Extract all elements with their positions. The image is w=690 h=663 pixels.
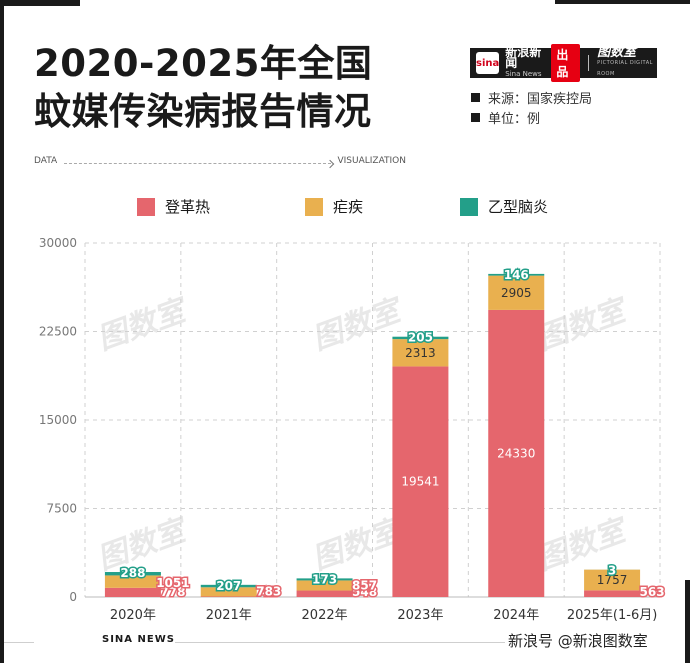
data-label-malaria-2: 857 [352,579,377,593]
data-label-malaria-5: 1757 [597,573,628,587]
legend-swatch-je [460,197,478,216]
unit-note: 单位：例 [471,108,540,127]
brand-banner: sina 新浪新闻 Sina News 出品 图数室 PICTORIAL DIG… [470,44,657,82]
legend-label-malaria: 疟疾 [333,198,364,216]
bar-dengue-3 [392,366,449,597]
x-tick-label-1: 2021年 [206,608,252,623]
data-label-dengue-3: 19541 [401,475,439,489]
chart-title: 2020-2025年全国 蚊媒传染病报告情况 [34,40,372,136]
bar-malaria-2 [296,580,353,591]
dashed-arrow-rule [64,163,331,164]
bar-je-4 [488,273,545,276]
brand-tushishi: 图数室 PICTORIAL DIGITAL ROOM [597,44,657,80]
bar-je-0 [104,572,161,576]
data-label-dengue-2: 548 [352,585,377,599]
data-label-malaria-1: 783 [256,585,281,599]
y-tick-label-1: 7500 [46,502,77,516]
sina-logo-icon: sina [476,52,500,74]
data-label-je-2: 173 [312,572,337,586]
legend-item-je: 乙型脑炎 [460,196,548,217]
bar-malaria-1 [200,587,257,597]
unit-bullet-icon [471,113,480,122]
brand-produced-badge: 出品 [551,44,581,82]
brand-sina: 新浪新闻 Sina News [505,44,543,80]
x-tick-label-4: 2024年 [493,608,539,623]
data-label-je-3: 205 [408,331,433,345]
brand-tushishi-name: 图数室 [597,44,637,60]
data-label-dengue-1: 41 [260,585,277,599]
footer-weibo-handle: 新浪号 @新浪图数室 [508,632,648,650]
data-label-malaria-3: 2313 [405,346,436,360]
x-tick-label-3: 2023年 [397,608,443,623]
bar-je-3 [392,336,449,340]
legend-label-dengue: 登革热 [165,198,211,216]
bar-dengue-5 [584,590,641,597]
legend-label-je: 乙型脑炎 [488,198,549,216]
y-tick-label-4: 30000 [39,236,77,250]
data-label: DATA [34,156,58,166]
footer-sina-news: SINA NEWS [102,634,175,645]
source-text: 来源：国家疾控局 [488,92,593,107]
footer-rule-left [4,642,34,643]
footer-rule-right [175,642,505,643]
data-label-dengue-5: 563 [640,585,665,599]
data-label-dengue-4: 24330 [497,446,535,460]
bar-malaria-5 [584,569,641,591]
bar-malaria-0 [104,575,161,588]
legend-swatch-malaria [305,197,323,216]
bar-je-1 [200,584,257,588]
data-label-je-1: 207 [216,579,241,593]
brand-tushishi-en: PICTORIAL DIGITAL ROOM [597,59,653,77]
data-label-je-4: 146 [504,268,529,282]
unit-text: 单位：例 [488,112,541,127]
data-label-je-0: 288 [120,566,145,580]
frame-accent-top [0,0,80,6]
frame-accent-left [0,0,4,663]
legend-item-malaria: 疟疾 [305,196,363,217]
bar-dengue-2 [296,590,353,597]
frame-accent-top-right [555,0,690,4]
y-tick-label-3: 22500 [39,325,77,339]
y-tick-label-0: 0 [69,590,77,604]
x-tick-label-2: 2022年 [302,608,348,623]
bar-dengue-4 [488,309,545,597]
chart-legend: 登革热 疟疾 乙型脑炎 [0,196,690,216]
title-line-1: 2020-2025年全国 [34,42,373,85]
source-note: 来源：国家疾控局 [471,88,592,107]
brand-sina-name: 新浪新闻 [505,44,542,70]
data-label-malaria-0: 1051 [156,576,189,590]
data-visualization-rule: DATA VISUALIZATION [34,156,406,170]
bar-dengue-0 [104,587,161,597]
bar-malaria-4 [488,275,545,310]
brand-divider [588,55,590,71]
frame-accent-right [685,580,690,663]
title-line-2: 蚊媒传染病报告情况 [34,90,372,133]
data-label-dengue-0: 778 [160,585,185,599]
y-tick-label-2: 15000 [39,413,77,427]
data-label-je-5: 3 [608,564,616,578]
source-bullet-icon [471,93,480,102]
legend-item-dengue: 登革热 [137,196,210,217]
x-tick-label-5: 2025年(1-6月) [567,608,657,623]
legend-swatch-dengue [137,197,155,216]
visualization-label: VISUALIZATION [337,156,406,166]
data-label-malaria-4: 2905 [501,286,532,300]
brand-sina-en: Sina News [505,69,542,78]
x-tick-label-0: 2020年 [110,608,156,623]
bar-je-2 [296,578,353,581]
bar-malaria-3 [392,339,449,367]
